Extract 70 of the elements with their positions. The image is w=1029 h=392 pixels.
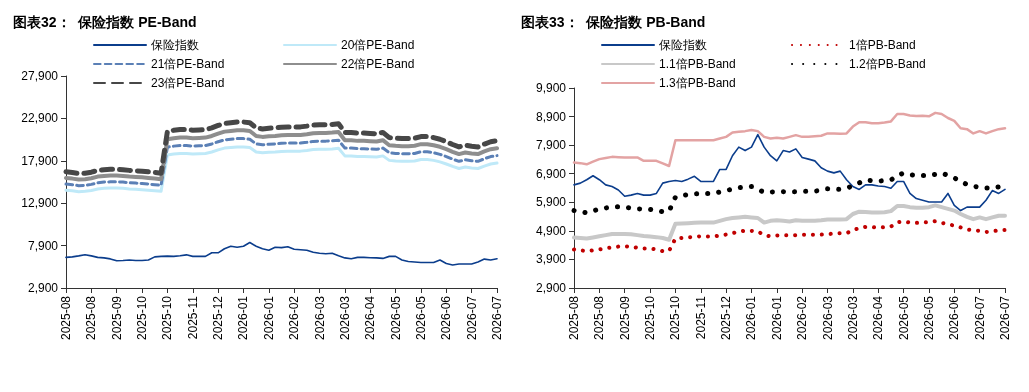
y-tick-label: 5,900 bbox=[535, 195, 567, 210]
x-tick-label: 2025-08 bbox=[567, 295, 581, 341]
legend-label: 23倍PE-Band bbox=[151, 76, 225, 90]
x-tick-label: 2026-01 bbox=[261, 295, 276, 341]
x-tick-label: 2026-07 bbox=[490, 295, 504, 341]
x-tick-label: 2026-07 bbox=[464, 295, 479, 341]
x-tick-label: 2026-03 bbox=[845, 295, 860, 341]
y-tick-label: 8,900 bbox=[535, 109, 567, 124]
chart-title: 图表32： 保险指数 PE-Band bbox=[13, 14, 197, 30]
x-tick-label: 2025-10 bbox=[643, 295, 658, 341]
line-series bbox=[572, 219, 1007, 254]
x-tick-label: 2026-03 bbox=[337, 295, 352, 341]
x-tick-label: 2025-12 bbox=[211, 295, 226, 341]
x-tick-label: 2026-02 bbox=[287, 295, 302, 341]
x-tick-label: 2025-10 bbox=[135, 295, 150, 341]
x-tick-label: 2026-06 bbox=[439, 295, 454, 341]
legend-label: 1.1倍PB-Band bbox=[659, 57, 736, 71]
line-series bbox=[572, 111, 1007, 168]
y-tick-label: 9,900 bbox=[535, 81, 567, 95]
legend-label: 1.3倍PB-Band bbox=[659, 76, 736, 90]
y-tick-label: 2,900 bbox=[535, 281, 567, 295]
legend-label: 1倍PB-Band bbox=[849, 38, 916, 52]
legend-label: 保险指数 bbox=[151, 38, 199, 52]
x-tick-label: 2025-10 bbox=[160, 295, 175, 341]
x-tick-label: 2026-04 bbox=[363, 295, 378, 341]
y-tick-label: 7,900 bbox=[535, 138, 567, 153]
x-tick-label: 2025-08 bbox=[592, 295, 607, 341]
x-tick-label: 2025-12 bbox=[719, 295, 734, 341]
x-tick-label: 2025-09 bbox=[617, 295, 632, 341]
x-tick-label: 2025-11 bbox=[185, 295, 200, 340]
x-tick-label: 2026-05 bbox=[388, 295, 403, 341]
y-tick-label: 3,900 bbox=[535, 252, 567, 267]
x-tick-label: 2025-08 bbox=[59, 295, 73, 341]
x-tick-label: 2026-01 bbox=[744, 295, 759, 341]
line-series bbox=[65, 241, 498, 266]
x-tick-label: 2026-06 bbox=[947, 295, 962, 341]
x-tick-label: 2025-11 bbox=[693, 295, 708, 340]
x-tick-label: 2026-07 bbox=[972, 295, 987, 341]
x-tick-label: 2026-01 bbox=[236, 295, 251, 341]
x-tick-label: 2026-05 bbox=[921, 295, 936, 341]
legend-label: 保险指数 bbox=[659, 38, 707, 52]
y-tick-label: 12,900 bbox=[21, 196, 59, 211]
chart-title: 图表33： 保险指数 PB-Band bbox=[521, 14, 706, 30]
y-tick-label: 22,900 bbox=[21, 111, 59, 126]
x-tick-label: 2026-03 bbox=[820, 295, 835, 341]
x-tick-label: 2026-05 bbox=[896, 295, 911, 341]
y-tick-label: 17,900 bbox=[21, 153, 59, 168]
legend-label: 1.2倍PB-Band bbox=[849, 57, 926, 71]
line-series bbox=[572, 203, 1007, 242]
x-tick-label: 2026-04 bbox=[871, 295, 886, 341]
y-tick-label: 7,900 bbox=[27, 238, 59, 253]
y-tick-label: 27,900 bbox=[21, 69, 59, 83]
x-tick-label: 2025-10 bbox=[668, 295, 683, 341]
line-series bbox=[64, 145, 499, 194]
x-tick-label: 2025-09 bbox=[109, 295, 124, 341]
x-tick-label: 2025-08 bbox=[84, 295, 99, 341]
y-tick-label: 2,900 bbox=[27, 281, 59, 295]
x-tick-label: 2026-01 bbox=[769, 295, 784, 341]
y-tick-label: 4,900 bbox=[535, 223, 567, 238]
legend-label: 21倍PE-Band bbox=[151, 57, 225, 71]
legend-label: 20倍PE-Band bbox=[341, 38, 415, 52]
y-tick-label: 6,900 bbox=[535, 166, 567, 181]
legend-label: 22倍PE-Band bbox=[341, 57, 415, 71]
x-tick-label: 2026-05 bbox=[413, 295, 428, 341]
line-series bbox=[573, 133, 1006, 212]
line-series bbox=[64, 128, 499, 182]
x-tick-label: 2026-02 bbox=[795, 295, 810, 341]
x-tick-label: 2026-03 bbox=[312, 295, 327, 341]
line-series bbox=[64, 137, 499, 188]
x-tick-label: 2026-07 bbox=[998, 295, 1012, 341]
